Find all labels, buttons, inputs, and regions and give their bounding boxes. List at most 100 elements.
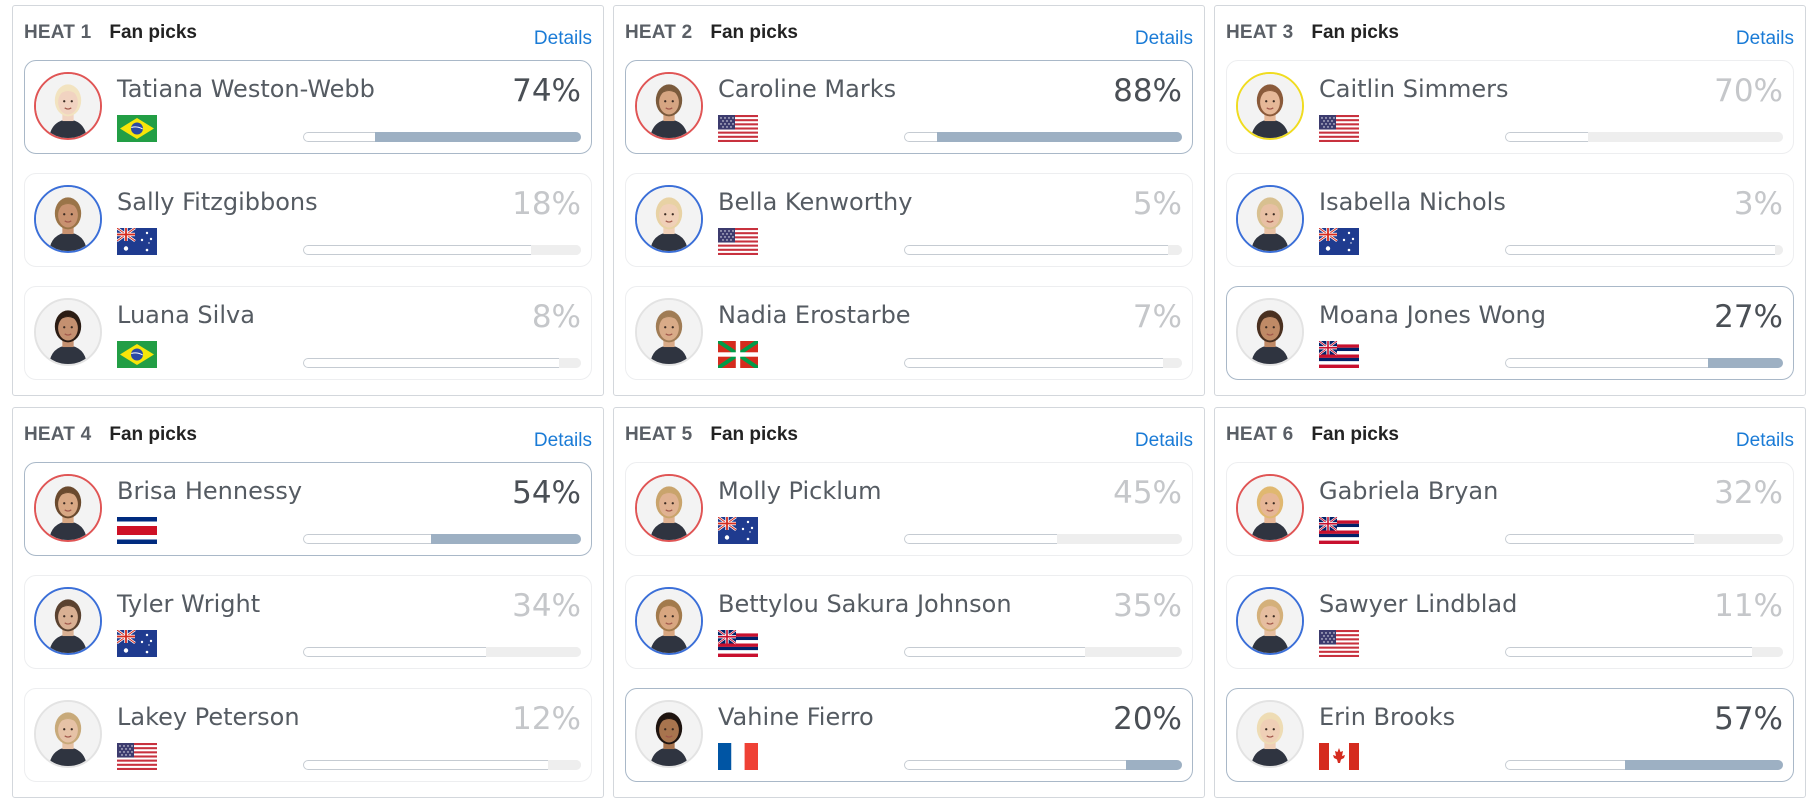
progress-bar-remainder	[904, 760, 1127, 770]
pick-percent: 3%	[1733, 186, 1783, 222]
athlete-name: Sally Fitzgibbons	[117, 188, 318, 216]
athlete-pick-option[interactable]: Erin Brooks 57%	[1226, 688, 1794, 782]
athlete-pick-option[interactable]: Molly Picklum 45%	[625, 462, 1193, 556]
athlete-name: Sawyer Lindblad	[1319, 590, 1518, 618]
athlete-name: Lakey Peterson	[117, 703, 300, 731]
athlete-avatar	[34, 700, 102, 768]
progress-bar-remainder	[303, 132, 376, 142]
pick-percent: 57%	[1714, 701, 1783, 737]
athlete-pick-option[interactable]: Vahine Fierro 20%	[625, 688, 1193, 782]
details-link[interactable]: Details	[1735, 430, 1794, 451]
progress-bar-remainder	[1505, 132, 1589, 142]
progress-bar-fill	[1774, 245, 1783, 255]
basque-flag	[718, 341, 758, 368]
athlete-pick-option[interactable]: Lakey Peterson 12%	[24, 688, 592, 782]
pick-percent: 18%	[512, 186, 581, 222]
heat-card: HEAT 2 Fan picks Details Caroline Marks 88% B…	[613, 5, 1205, 396]
athlete-avatar	[34, 474, 102, 542]
heat-card: HEAT 6 Fan picks Details Gabriela Bryan 32% S…	[1214, 407, 1806, 798]
pick-percent: 88%	[1113, 73, 1182, 109]
progress-bar-remainder	[1505, 245, 1775, 255]
heat-title: Fan picks	[710, 22, 799, 43]
progress-bar-remainder	[1505, 760, 1625, 770]
athlete-pick-option[interactable]: Bella Kenworthy 5%	[625, 173, 1193, 267]
pick-progress-bar	[303, 245, 581, 255]
progress-bar-fill	[547, 760, 581, 770]
australia-flag	[718, 517, 758, 544]
athlete-pick-option[interactable]: Tyler Wright 34%	[24, 575, 592, 669]
pick-progress-bar	[303, 647, 581, 657]
athlete-pick-option[interactable]: Caroline Marks 88%	[625, 60, 1193, 154]
pick-progress-bar	[1505, 358, 1783, 368]
athlete-name: Tatiana Weston-Webb	[117, 75, 375, 103]
progress-bar-remainder	[1505, 647, 1753, 657]
athlete-pick-option[interactable]: Luana Silva 8%	[24, 286, 592, 380]
athlete-avatar	[1236, 298, 1304, 366]
athlete-name: Nadia Erostarbe	[718, 301, 911, 329]
athlete-name: Isabella Nichols	[1319, 188, 1506, 216]
athlete-name: Tyler Wright	[117, 590, 261, 618]
athlete-avatar	[635, 587, 703, 655]
progress-bar-remainder	[303, 358, 559, 368]
australia-flag	[1319, 228, 1359, 255]
progress-bar-fill	[375, 132, 581, 142]
pick-progress-bar	[303, 760, 581, 770]
pick-progress-bar	[904, 132, 1182, 142]
heats-grid: HEAT 1 Fan picks Details Tatiana Weston-Web…	[12, 5, 1807, 798]
pick-percent: 11%	[1714, 588, 1783, 624]
progress-bar-remainder	[303, 760, 548, 770]
athlete-pick-option[interactable]: Caitlin Simmers 70%	[1226, 60, 1794, 154]
athlete-pick-option[interactable]: Tatiana Weston-Webb 74%	[24, 60, 592, 154]
athlete-name: Luana Silva	[117, 301, 255, 329]
details-link[interactable]: Details	[1134, 28, 1193, 49]
athlete-name: Caroline Marks	[718, 75, 897, 103]
athlete-pick-option[interactable]: Isabella Nichols 3%	[1226, 173, 1794, 267]
athlete-pick-option[interactable]: Bettylou Sakura Johnson 35%	[625, 575, 1193, 669]
heat-header: HEAT 4 Fan picks Details	[24, 408, 592, 462]
progress-bar-remainder	[904, 647, 1085, 657]
athlete-pick-option[interactable]: Moana Jones Wong 27%	[1226, 286, 1794, 380]
progress-bar-remainder	[904, 132, 938, 142]
pick-progress-bar	[904, 534, 1182, 544]
heat-header: HEAT 6 Fan picks Details	[1226, 408, 1794, 462]
pick-progress-bar	[303, 132, 581, 142]
pick-percent: 34%	[512, 588, 581, 624]
athlete-pick-option[interactable]: Gabriela Bryan 32%	[1226, 462, 1794, 556]
heat-number: HEAT 3	[1226, 22, 1294, 43]
athlete-avatar	[635, 298, 703, 366]
progress-bar-fill	[1694, 534, 1783, 544]
heat-title: Fan picks	[1311, 22, 1400, 43]
progress-bar-fill	[1162, 358, 1182, 368]
athlete-avatar	[635, 700, 703, 768]
australia-flag	[117, 630, 157, 657]
progress-bar-remainder	[303, 534, 431, 544]
details-link[interactable]: Details	[1735, 28, 1794, 49]
athlete-pick-option[interactable]: Sally Fitzgibbons 18%	[24, 173, 592, 267]
athlete-pick-option[interactable]: Sawyer Lindblad 11%	[1226, 575, 1794, 669]
pick-percent: 54%	[512, 475, 581, 511]
france-flag	[718, 743, 758, 770]
usa-flag	[117, 743, 157, 770]
progress-bar-remainder	[303, 245, 531, 255]
progress-bar-fill	[1126, 760, 1182, 770]
brazil-flag	[117, 341, 157, 368]
pick-percent: 27%	[1714, 299, 1783, 335]
heat-header: HEAT 2 Fan picks Details	[625, 6, 1193, 60]
pick-percent: 8%	[531, 299, 581, 335]
details-link[interactable]: Details	[1134, 430, 1193, 451]
progress-bar-fill	[430, 534, 581, 544]
heat-title: Fan picks	[109, 22, 198, 43]
details-link[interactable]: Details	[533, 28, 592, 49]
hawaii-flag	[1319, 341, 1359, 368]
heat-number: HEAT 5	[625, 424, 693, 445]
progress-bar-fill	[1056, 534, 1182, 544]
athlete-pick-option[interactable]: Brisa Hennessy 54%	[24, 462, 592, 556]
pick-progress-bar	[303, 534, 581, 544]
pick-progress-bar	[1505, 245, 1783, 255]
details-link[interactable]: Details	[533, 430, 592, 451]
costa-rica-flag	[117, 517, 157, 544]
athlete-pick-option[interactable]: Nadia Erostarbe 7%	[625, 286, 1193, 380]
progress-bar-remainder	[904, 534, 1057, 544]
brazil-flag	[117, 115, 157, 142]
athlete-name: Brisa Hennessy	[117, 477, 303, 505]
